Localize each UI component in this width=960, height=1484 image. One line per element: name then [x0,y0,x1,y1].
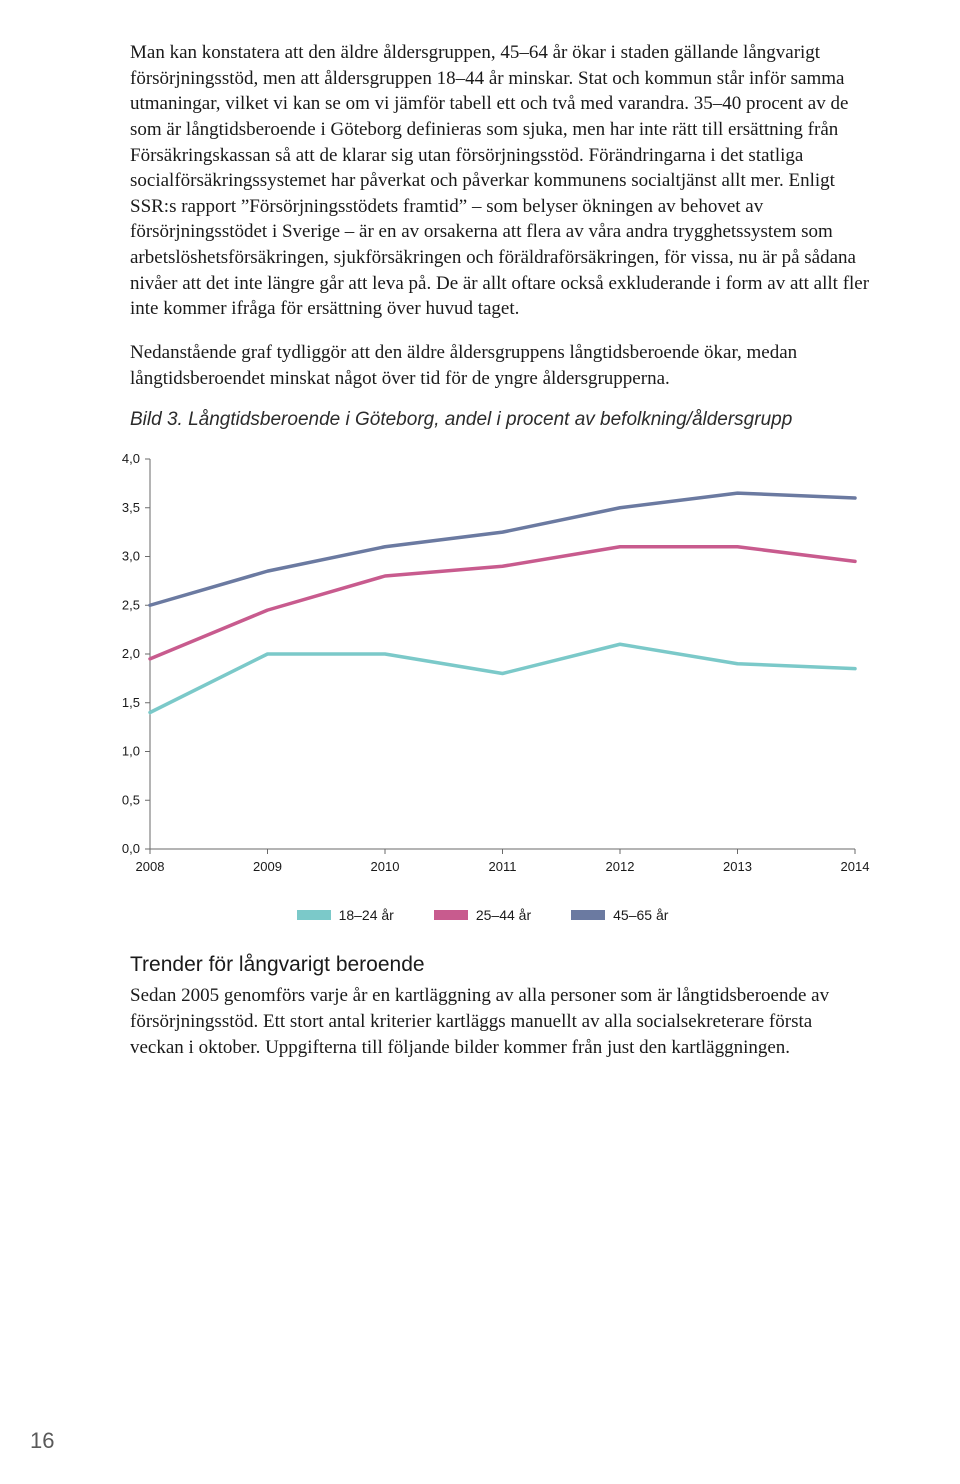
svg-text:2010: 2010 [371,859,400,874]
svg-text:4,0: 4,0 [122,451,140,466]
legend-item: 25–44 år [434,907,531,923]
legend-label: 18–24 år [339,907,394,923]
svg-text:1,5: 1,5 [122,695,140,710]
legend-item: 45–65 år [571,907,668,923]
paragraph-1: Man kan konstatera att den äldre åldersg… [130,40,870,322]
series-line [150,547,855,659]
svg-text:0,5: 0,5 [122,793,140,808]
figure-caption: Bild 3. Långtidsberoende i Göteborg, and… [130,409,870,431]
legend-swatch [571,910,605,920]
legend-label: 25–44 år [476,907,531,923]
legend-label: 45–65 år [613,907,668,923]
svg-text:3,5: 3,5 [122,500,140,515]
series-line [150,645,855,713]
line-chart: 0,0 0,5 1,0 1,5 2,0 2,5 3,0 3,5 4,0 2008 2009 2010 2… [95,449,870,923]
svg-text:0,0: 0,0 [122,841,140,856]
chart-legend: 18–24 år 25–44 år 45–65 år [95,907,870,923]
paragraph-3: Sedan 2005 genomförs varje år en kartläg… [130,983,870,1060]
legend-swatch [434,910,468,920]
svg-text:2,0: 2,0 [122,646,140,661]
svg-text:2008: 2008 [136,859,165,874]
svg-text:2009: 2009 [253,859,282,874]
svg-text:2012: 2012 [606,859,635,874]
svg-text:2013: 2013 [723,859,752,874]
page-number: 16 [30,1428,54,1454]
svg-text:3,0: 3,0 [122,549,140,564]
legend-swatch [297,910,331,920]
chart-svg: 0,0 0,5 1,0 1,5 2,0 2,5 3,0 3,5 4,0 2008 2009 2010 2… [95,449,875,899]
section-heading: Trender för långvarigt beroende [130,953,870,977]
paragraph-2: Nedanstående graf tydliggör att den äldr… [130,340,870,391]
page: Man kan konstatera att den äldre åldersg… [0,0,960,1484]
svg-text:1,0: 1,0 [122,744,140,759]
svg-text:2014: 2014 [841,859,870,874]
legend-item: 18–24 år [297,907,394,923]
svg-text:2011: 2011 [489,859,517,874]
svg-text:2,5: 2,5 [122,598,140,613]
